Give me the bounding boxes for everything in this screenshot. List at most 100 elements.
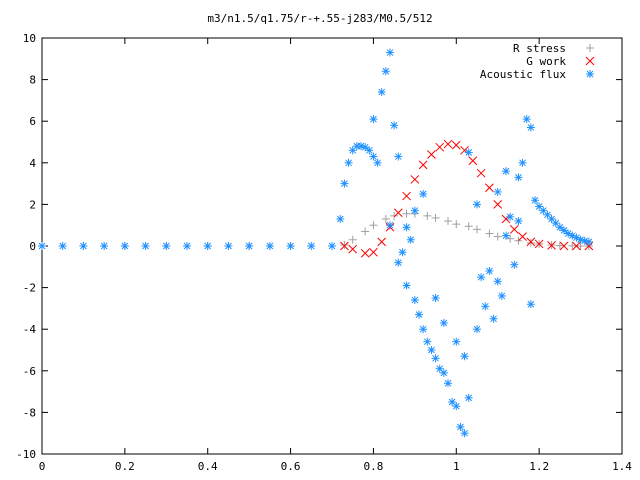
marker-stroke: [452, 338, 460, 346]
data-point: [286, 242, 295, 250]
data-point: [423, 211, 432, 220]
data-point: [435, 142, 445, 152]
data-point: [514, 217, 523, 226]
marker-stroke: [370, 153, 377, 160]
data-point: [120, 242, 129, 250]
data-point: [460, 429, 469, 438]
data-point: [265, 242, 274, 250]
data-point: [398, 248, 407, 257]
y-tick-label: -10: [16, 448, 36, 461]
data-point: [555, 241, 564, 250]
data-point: [348, 244, 358, 254]
data-point: [555, 223, 564, 232]
data-point: [526, 238, 535, 247]
marker-stroke: [423, 338, 431, 346]
data-point: [336, 214, 345, 223]
data-point: [522, 115, 531, 124]
data-point: [452, 337, 461, 346]
legend-marker: [586, 44, 594, 52]
x-tick-label: 0: [39, 460, 46, 473]
marker-stroke: [485, 183, 494, 193]
data-point: [141, 242, 150, 250]
marker-stroke: [510, 261, 518, 269]
marker-stroke: [370, 115, 377, 123]
data-point: [381, 214, 390, 223]
data-point: [381, 67, 390, 76]
data-point: [518, 232, 527, 241]
data-point: [38, 242, 46, 250]
marker-stroke: [415, 311, 423, 318]
marker-stroke: [468, 156, 478, 166]
data-point: [431, 213, 440, 222]
marker-stroke: [142, 242, 149, 250]
data-point: [509, 225, 519, 234]
marker-stroke: [556, 223, 564, 231]
marker-stroke: [394, 153, 402, 160]
data-point: [360, 248, 370, 258]
marker-stroke: [369, 247, 378, 257]
chart-title: m3/n1.5/q1.75/r-+.55-j283/M0.5/512: [207, 12, 432, 25]
marker-stroke: [568, 232, 576, 239]
legend-label: G work: [526, 55, 566, 68]
marker-stroke: [341, 180, 348, 187]
data-marks: [38, 48, 594, 438]
marker-stroke: [340, 241, 349, 251]
marker-stroke: [411, 207, 419, 214]
data-point: [493, 232, 502, 241]
data-point: [344, 158, 353, 167]
data-point: [377, 237, 387, 247]
data-point: [476, 168, 486, 178]
data-point: [427, 150, 436, 159]
marker-stroke: [411, 296, 419, 304]
marker-stroke: [403, 223, 410, 231]
data-point: [307, 242, 316, 250]
marker-stroke: [410, 175, 420, 184]
data-point: [568, 241, 577, 250]
marker-stroke: [465, 394, 473, 402]
data-point: [340, 240, 349, 249]
marker-stroke: [473, 325, 481, 333]
marker-stroke: [526, 237, 536, 247]
data-point: [502, 167, 510, 176]
data-point: [402, 281, 411, 290]
marker-stroke: [287, 242, 294, 250]
marker-stroke: [419, 325, 427, 333]
data-point: [162, 242, 171, 250]
marker-stroke: [386, 49, 394, 56]
marker-stroke: [382, 67, 390, 75]
data-point: [514, 236, 523, 245]
marker-stroke: [515, 217, 522, 225]
marker-stroke: [494, 188, 502, 196]
data-point: [224, 242, 233, 250]
marker-stroke: [527, 124, 535, 131]
marker-stroke: [548, 215, 555, 223]
marker-stroke: [378, 88, 386, 96]
marker-stroke: [328, 242, 336, 250]
data-point: [560, 226, 568, 235]
legend-marker: [586, 70, 594, 78]
marker-stroke: [402, 191, 411, 201]
data-point: [361, 143, 370, 152]
series-g-work: [340, 139, 594, 258]
data-point: [439, 318, 448, 327]
marker-stroke: [527, 300, 535, 308]
data-point: [348, 235, 357, 244]
data-point: [452, 220, 461, 229]
marker-stroke: [360, 248, 370, 258]
data-point: [473, 325, 481, 334]
marker-stroke: [448, 398, 456, 406]
data-point: [373, 158, 382, 167]
marker-stroke: [506, 213, 514, 221]
marker-stroke: [585, 56, 595, 66]
data-point: [518, 158, 527, 167]
data-point: [410, 296, 419, 305]
x-tick-label: 1.2: [529, 460, 549, 473]
axes: 0 0.2 0.4 0.6 0.8 1 1.2 1.4 -10 -8 -6 -4 -2 0 2 4 6 8 10: [16, 32, 632, 473]
data-point: [526, 300, 535, 309]
marker-stroke: [365, 146, 373, 154]
data-point: [473, 200, 481, 209]
marker-stroke: [560, 227, 568, 234]
data-point: [443, 139, 453, 149]
